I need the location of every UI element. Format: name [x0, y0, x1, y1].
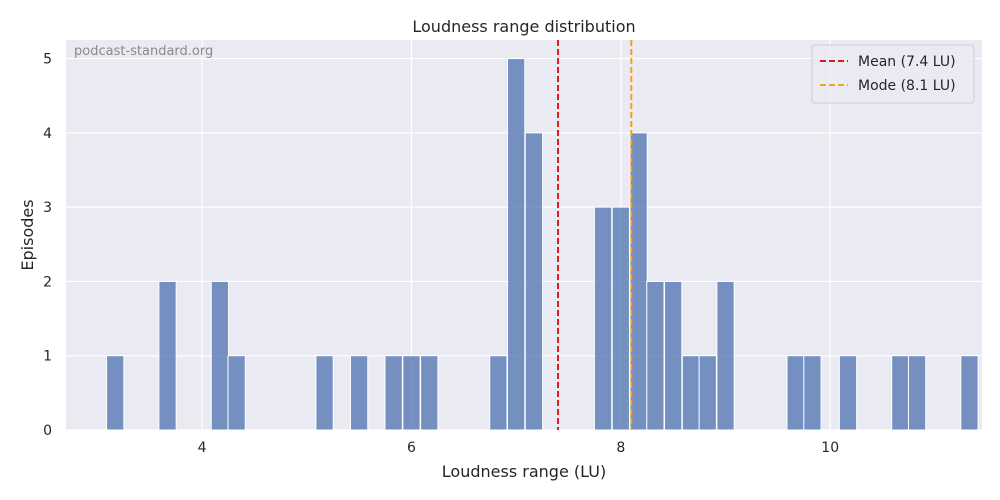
histogram-bar — [907, 355, 927, 431]
y-tick-labels: 0 1 2 3 4 5 — [43, 52, 52, 439]
histogram-bar — [891, 355, 910, 431]
histogram-bar — [158, 280, 177, 431]
x-axis-label: Loudness range (LU) — [442, 462, 606, 481]
histogram-bar — [698, 355, 717, 431]
histogram-bar — [524, 132, 544, 431]
y-tick-label: 5 — [43, 52, 52, 68]
watermark-text: podcast-standard.org — [74, 44, 213, 59]
y-tick-label: 3 — [43, 200, 52, 216]
histogram-bars — [106, 58, 979, 431]
y-axis-label: Episodes — [18, 199, 37, 270]
histogram-bar — [227, 355, 246, 431]
y-tick-label: 1 — [43, 349, 52, 365]
histogram-bar — [384, 355, 403, 431]
histogram-bar — [681, 355, 701, 431]
x-tick-label: 4 — [198, 440, 207, 456]
histogram-bar — [489, 355, 508, 431]
histogram-bar — [803, 355, 822, 431]
reference-lines — [557, 40, 633, 430]
histogram-bar — [349, 355, 369, 431]
histogram-bar — [593, 206, 613, 431]
y-tick-label: 2 — [43, 274, 52, 290]
x-tick-label: 8 — [616, 440, 625, 456]
legend-box — [811, 44, 975, 104]
histogram-bar — [786, 355, 805, 431]
histogram-bar — [106, 355, 125, 431]
histogram-bar — [838, 355, 858, 431]
histogram-bar — [402, 355, 421, 431]
x-tick-label: 6 — [407, 440, 416, 456]
legend-label-mean: Mean (7.4 LU) — [858, 54, 956, 70]
y-tick-label: 0 — [43, 423, 52, 439]
histogram-bar — [611, 206, 630, 431]
histogram-bar — [210, 280, 230, 431]
histogram-bar — [315, 355, 334, 431]
histogram-bar — [507, 58, 526, 431]
legend: Mean (7.4 LU) Mode (8.1 LU) — [811, 44, 975, 104]
x-tick-labels: 4 6 8 10 — [198, 440, 839, 456]
histogram-bar — [646, 280, 665, 431]
histogram-bar — [716, 280, 735, 431]
histogram-bar — [420, 355, 439, 431]
histogram-bar — [960, 355, 979, 431]
legend-label-mode: Mode (8.1 LU) — [858, 78, 956, 94]
chart-title: Loudness range distribution — [412, 17, 635, 36]
histogram-bar — [664, 280, 683, 431]
histogram-bar — [629, 132, 648, 431]
x-tick-label: 10 — [821, 440, 839, 456]
y-tick-label: 4 — [43, 126, 52, 142]
